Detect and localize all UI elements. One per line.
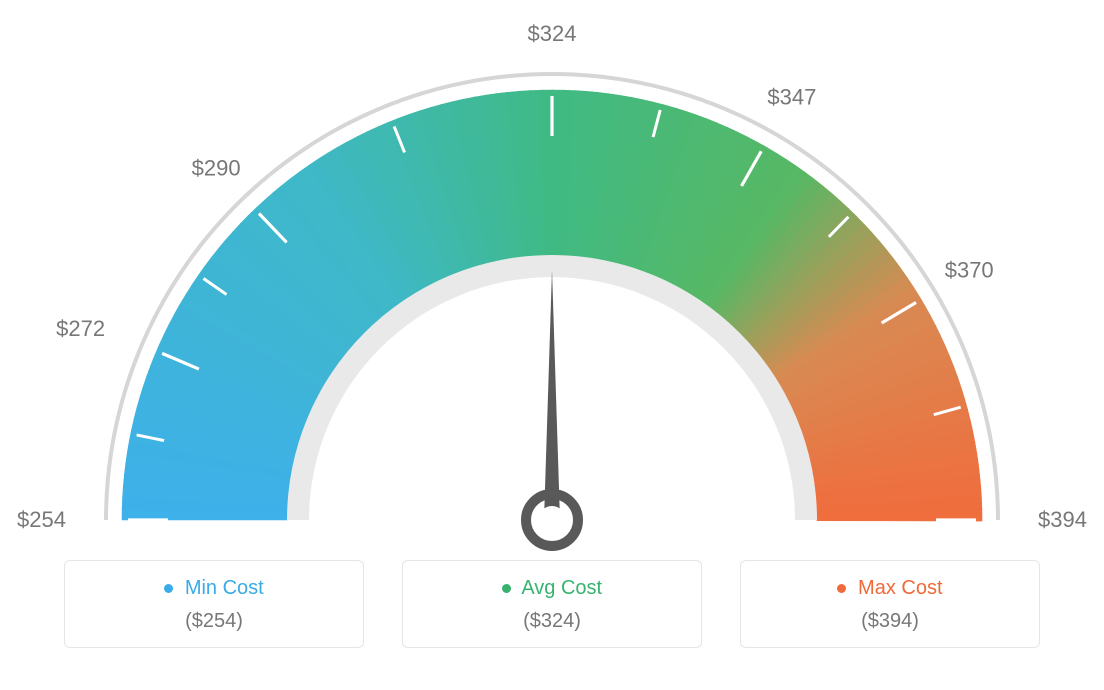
legend-value-min: ($254)	[75, 610, 353, 633]
legend-value-max: ($394)	[751, 610, 1029, 633]
tick-label: $370	[945, 258, 994, 283]
legend-label-avg: Avg Cost	[521, 577, 602, 599]
legend-row: Min Cost ($254) Avg Cost ($324) Max Cost…	[0, 560, 1104, 648]
legend-value-avg: ($324)	[413, 610, 691, 633]
dot-icon	[502, 584, 511, 593]
needle	[544, 270, 560, 520]
legend-label-min: Min Cost	[185, 577, 264, 599]
legend-title-max: Max Cost	[751, 577, 1029, 600]
tick-label: $347	[767, 84, 816, 109]
dot-icon	[164, 584, 173, 593]
legend-card-avg: Avg Cost ($324)	[402, 560, 702, 648]
dot-icon	[837, 584, 846, 593]
legend-card-min: Min Cost ($254)	[64, 560, 364, 648]
legend-title-avg: Avg Cost	[413, 577, 691, 600]
tick-label: $394	[1038, 507, 1087, 532]
gauge-chart: $254 $272 $290 $324 $347 $370 $394	[0, 0, 1104, 560]
gauge-svg: $254 $272 $290 $324 $347 $370 $394	[0, 0, 1104, 560]
tick-label: $324	[528, 21, 577, 46]
tick-label: $254	[17, 507, 66, 532]
legend-card-max: Max Cost ($394)	[740, 560, 1040, 648]
legend-title-min: Min Cost	[75, 577, 353, 600]
legend-label-max: Max Cost	[858, 577, 942, 599]
tick-label: $272	[56, 316, 105, 341]
tick-label: $290	[192, 156, 241, 181]
needle-hub-inner	[538, 506, 566, 534]
